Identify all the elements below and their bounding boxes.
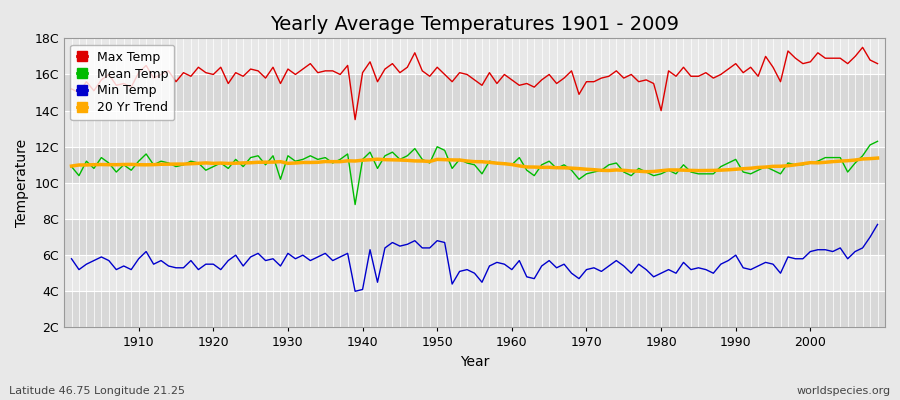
Bar <box>64 255 885 291</box>
Text: Latitude 46.75 Longitude 21.25: Latitude 46.75 Longitude 21.25 <box>9 386 185 396</box>
Bar <box>64 147 885 183</box>
Y-axis label: Temperature: Temperature <box>15 139 29 227</box>
Title: Yearly Average Temperatures 1901 - 2009: Yearly Average Temperatures 1901 - 2009 <box>270 15 679 34</box>
Bar <box>64 38 885 74</box>
Bar <box>64 219 885 255</box>
X-axis label: Year: Year <box>460 355 490 369</box>
Legend: Max Temp, Mean Temp, Min Temp, 20 Yr Trend: Max Temp, Mean Temp, Min Temp, 20 Yr Tre… <box>70 44 175 120</box>
Bar <box>64 291 885 328</box>
Bar <box>64 74 885 111</box>
Bar <box>64 183 885 219</box>
Bar <box>64 111 885 147</box>
Text: worldspecies.org: worldspecies.org <box>796 386 891 396</box>
